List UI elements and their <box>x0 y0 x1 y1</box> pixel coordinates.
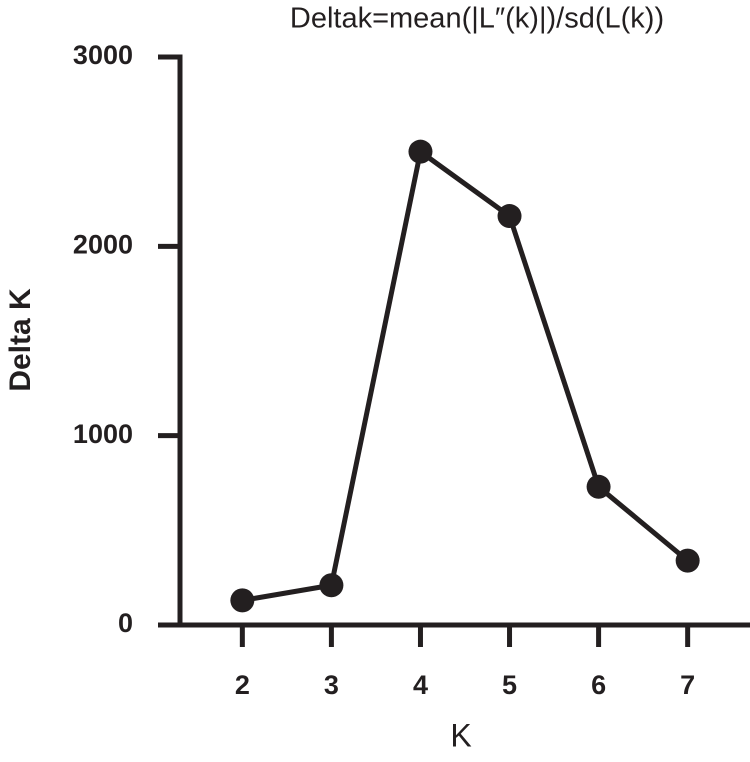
marker <box>319 573 344 598</box>
x-tick-label: 4 <box>413 670 428 700</box>
y-tick-label: 1000 <box>73 419 133 449</box>
x-tick-label: 6 <box>591 670 606 700</box>
marker <box>497 204 522 229</box>
y-tick-label: 3000 <box>73 40 133 70</box>
y-axis-label: Delta K <box>4 288 37 392</box>
line <box>241 149 690 603</box>
marker <box>675 548 700 573</box>
x-tick-label: 3 <box>324 670 339 700</box>
x-tick-label: 7 <box>680 670 695 700</box>
chart-title: Deltak=mean(|L″(k)|)/sd(L(k)) <box>290 3 664 35</box>
y-tick-label: 0 <box>118 608 133 638</box>
x-tick-label: 2 <box>235 670 250 700</box>
x-axis-label: K <box>450 717 471 753</box>
x-tick-label: 5 <box>502 670 517 700</box>
marker <box>230 588 255 613</box>
marker <box>408 139 433 164</box>
y-tick-label: 2000 <box>73 229 133 259</box>
marker <box>586 474 611 499</box>
